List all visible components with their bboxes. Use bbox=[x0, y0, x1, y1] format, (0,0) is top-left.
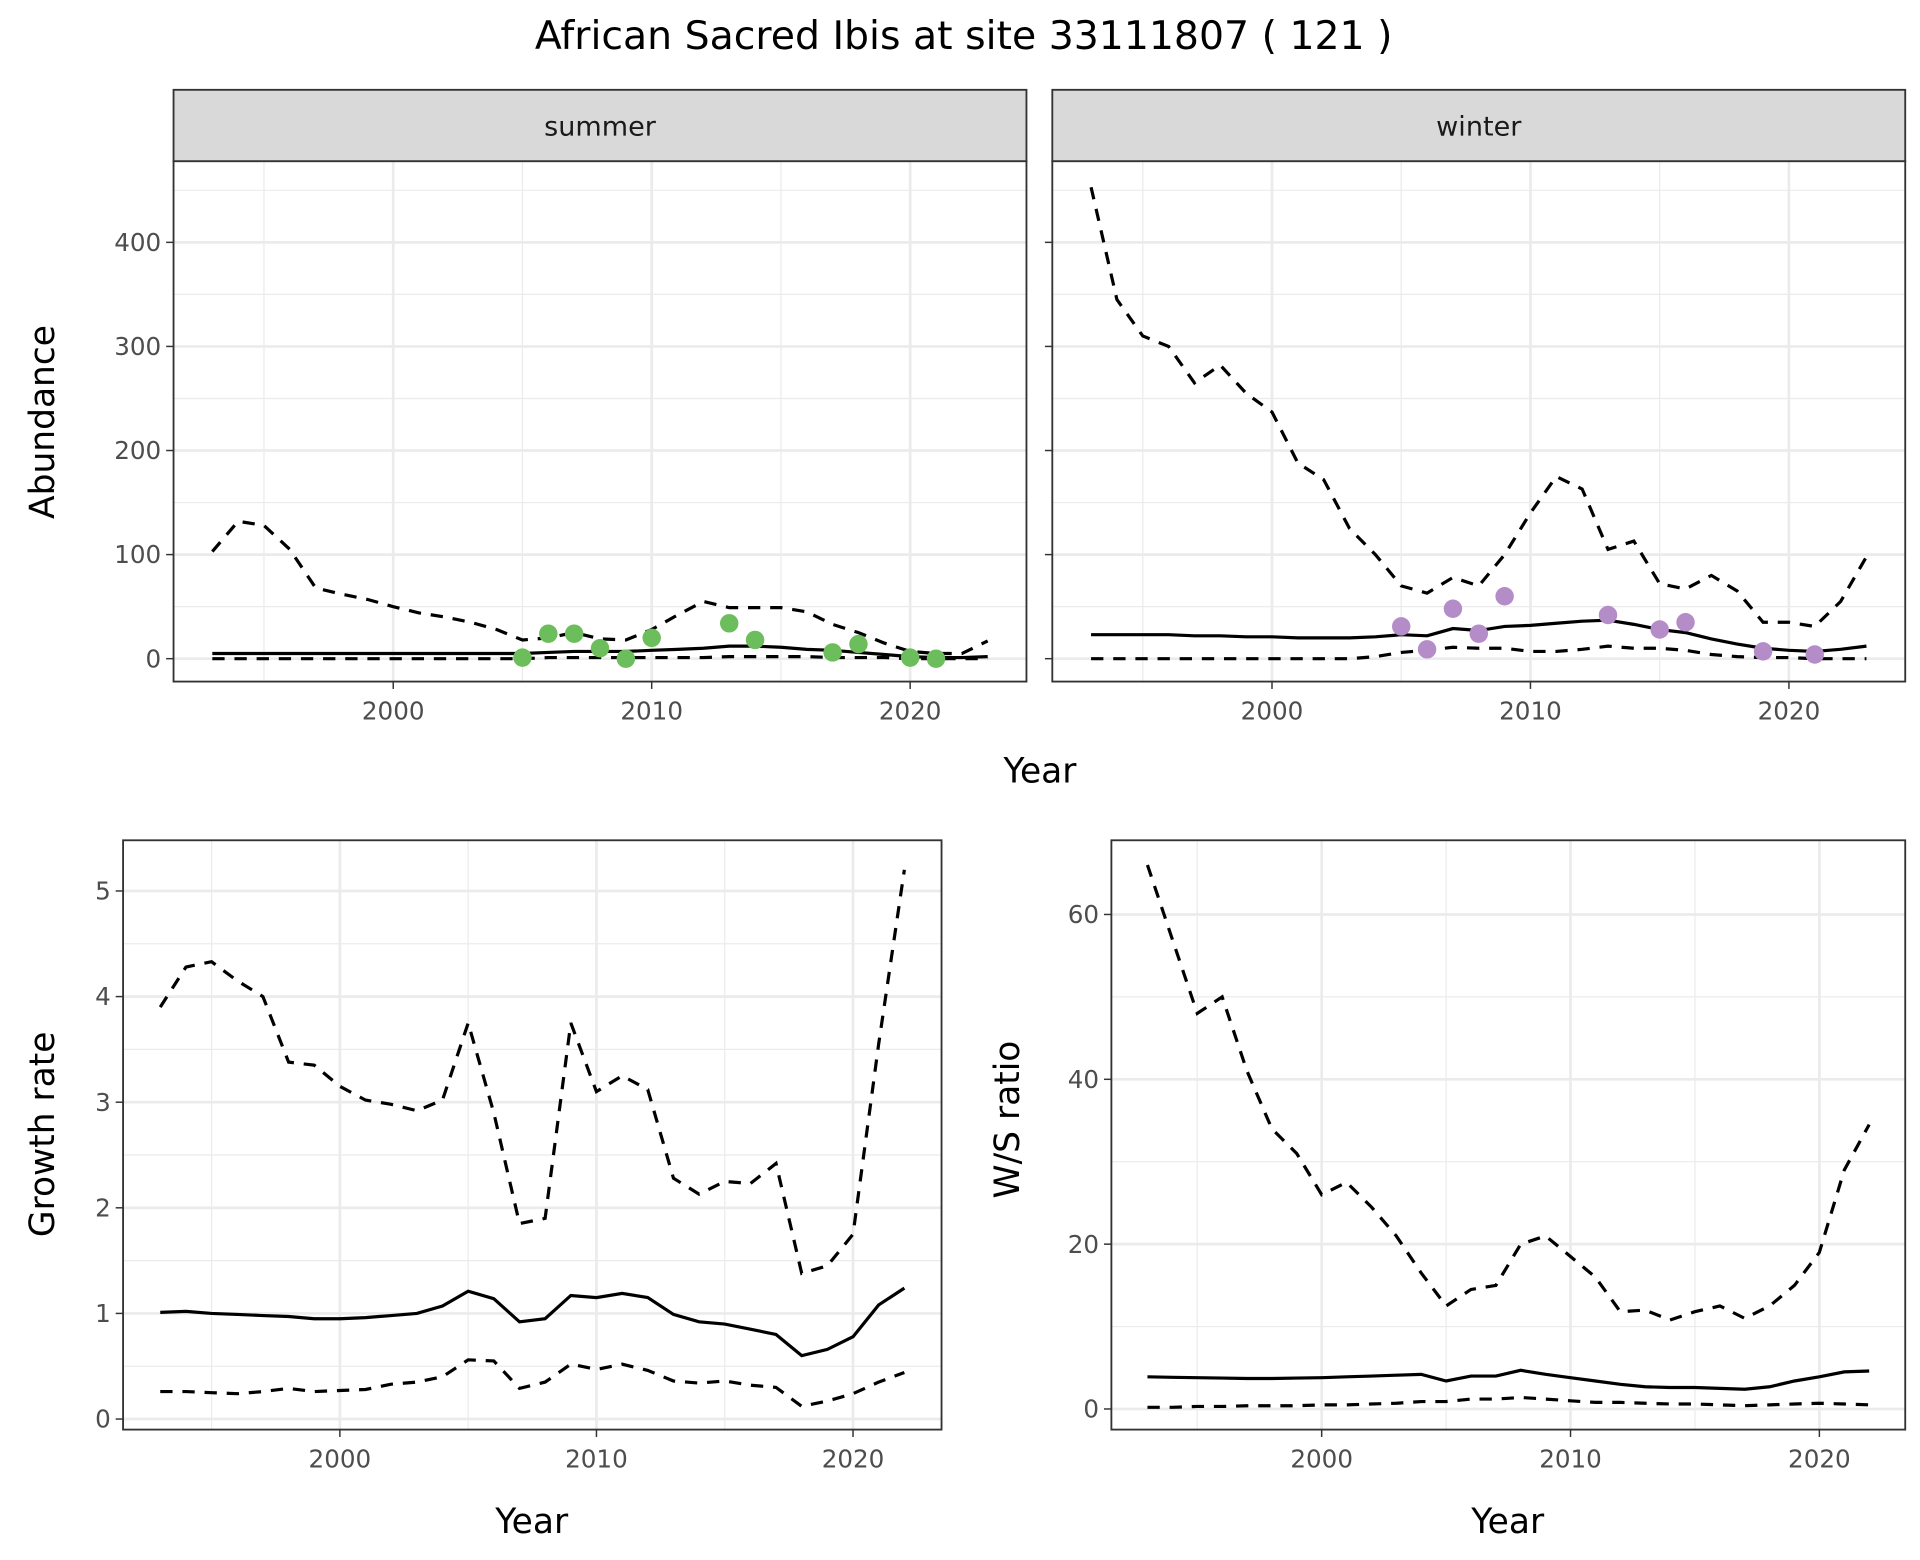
shared-x-axis-title: Year bbox=[1003, 751, 1078, 791]
summer-panel: 2000 2010 2020 0 100 200 300 400 summer bbox=[114, 88, 1028, 726]
upper-bound-line bbox=[1089, 186, 1868, 629]
figure-title: African Sacred Ibis at site 33111807 ( 1… bbox=[535, 13, 1393, 59]
observed-count-point bbox=[900, 648, 920, 667]
plot-background bbox=[1111, 840, 1906, 1430]
observed-count-point bbox=[823, 643, 842, 662]
facet-strip-label: summer bbox=[544, 111, 657, 142]
winter-panel: 2000 2010 2020 winter bbox=[1044, 88, 1907, 726]
ratio-panel: 2000 2010 2020 0 20 40 60 bbox=[1068, 839, 1907, 1474]
y-tick-label: 1 bbox=[95, 1299, 111, 1328]
y-tick-label: 3 bbox=[95, 1088, 111, 1117]
x-tick-label: 2010 bbox=[565, 1445, 628, 1474]
ratio-x-axis-title: Year bbox=[1470, 1502, 1545, 1542]
observed-count-point bbox=[849, 634, 868, 654]
plot-background bbox=[1052, 161, 1906, 682]
plot-background bbox=[173, 161, 1027, 682]
growth-x-axis-title: Year bbox=[494, 1502, 569, 1542]
y-tick-label: 60 bbox=[1068, 900, 1099, 929]
observed-count-point bbox=[1417, 640, 1437, 659]
abundance-y-axis-title: Abundance bbox=[23, 325, 63, 519]
observed-count-point bbox=[1392, 617, 1411, 636]
facet-strip bbox=[1051, 88, 1907, 163]
x-tick-label: 2010 bbox=[620, 697, 683, 726]
observed-count-point bbox=[616, 649, 636, 668]
panel-border bbox=[1110, 839, 1907, 1431]
lower-bound-line bbox=[160, 1358, 905, 1409]
mean-line bbox=[160, 1286, 906, 1358]
observed-count-point bbox=[590, 639, 610, 658]
observed-count-point bbox=[1676, 613, 1695, 632]
observed-count-point bbox=[564, 624, 584, 643]
y-tick-label: 20 bbox=[1068, 1230, 1099, 1259]
upper-bound-line bbox=[1145, 864, 1871, 1322]
observed-count-point bbox=[745, 630, 765, 650]
x-tick-label: 2000 bbox=[309, 1445, 372, 1474]
observed-count-point bbox=[513, 648, 532, 667]
x-tick-label: 2020 bbox=[822, 1445, 885, 1474]
observed-count-point bbox=[926, 649, 946, 668]
upper-bound-line bbox=[211, 519, 989, 656]
x-tick-label: 2020 bbox=[1758, 697, 1821, 726]
y-tick-label: 40 bbox=[1068, 1065, 1099, 1094]
y-tick-label: 200 bbox=[114, 436, 161, 465]
y-tick-label: 300 bbox=[114, 332, 161, 361]
y-tick-label: 4 bbox=[95, 982, 111, 1011]
x-tick-label: 2000 bbox=[1241, 697, 1304, 726]
panel-border bbox=[122, 839, 943, 1431]
y-tick-label: 0 bbox=[1083, 1395, 1099, 1424]
observed-count-point bbox=[720, 614, 739, 633]
growth-panel: 2000 2010 2020 0 1 2 3 4 5 bbox=[95, 839, 943, 1474]
observed-count-point bbox=[1469, 624, 1488, 643]
observed-count-point bbox=[1650, 620, 1669, 639]
x-tick-label: 2000 bbox=[1290, 1445, 1353, 1474]
observed-count-point bbox=[1805, 645, 1824, 664]
observed-count-point bbox=[642, 628, 661, 648]
y-tick-label: 2 bbox=[95, 1193, 111, 1222]
growth-y-axis-title: Growth rate bbox=[23, 1032, 63, 1238]
y-tick-label: 5 bbox=[95, 877, 111, 906]
facet-strip bbox=[172, 88, 1028, 163]
observed-count-point bbox=[1443, 599, 1463, 618]
observed-count-point bbox=[539, 624, 558, 643]
facet-strip-label: winter bbox=[1436, 111, 1522, 142]
observed-count-point bbox=[1753, 642, 1773, 661]
lower-bound-line bbox=[212, 655, 988, 661]
x-tick-label: 2020 bbox=[879, 697, 942, 726]
lower-bound-line bbox=[1091, 644, 1867, 661]
x-tick-label: 2010 bbox=[1539, 1445, 1602, 1474]
observed-count-point bbox=[1495, 587, 1514, 606]
mean-line bbox=[1147, 1368, 1870, 1391]
y-tick-label: 0 bbox=[146, 644, 162, 673]
y-tick-label: 400 bbox=[114, 228, 161, 257]
upper-bound-line bbox=[158, 869, 906, 1276]
plot-background bbox=[123, 840, 942, 1430]
ratio-y-axis-title: W/S ratio bbox=[988, 1041, 1028, 1199]
observed-count-point bbox=[1598, 605, 1618, 625]
lower-bound-line bbox=[1147, 1395, 1870, 1409]
y-tick-label: 100 bbox=[114, 540, 161, 569]
y-tick-label: 0 bbox=[95, 1405, 111, 1434]
x-tick-label: 2010 bbox=[1499, 697, 1562, 726]
x-tick-label: 2020 bbox=[1788, 1445, 1851, 1474]
x-tick-label: 2000 bbox=[362, 697, 425, 726]
